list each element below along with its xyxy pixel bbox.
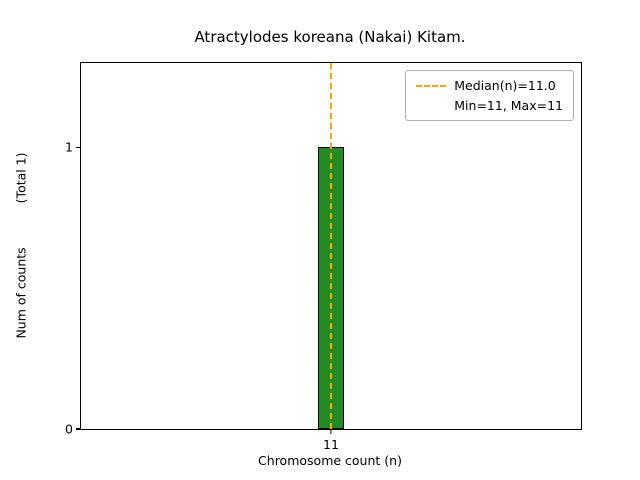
legend: Median(n)=11.0 Min=11, Max=11 <box>405 70 574 121</box>
legend-row-median: Median(n)=11.0 <box>416 78 563 93</box>
y-tick-mark-1 <box>76 147 81 149</box>
x-tick-label-11: 11 <box>323 437 339 452</box>
x-axis-label: Chromosome count (n) <box>258 453 402 468</box>
plot-area: 1 0 11 Median(n)=11.0 Min=11, Max=11 <box>65 62 582 452</box>
chart-title: Atractylodes koreana (Nakai) Kitam. <box>194 28 466 46</box>
legend-label-minmax: Min=11, Max=11 <box>454 98 563 113</box>
y-axis-label-text: Num of counts <box>13 246 29 339</box>
median-line-legend-sample <box>416 84 447 87</box>
legend-label-median: Median(n)=11.0 <box>454 78 556 93</box>
x-tick-mark-11 <box>330 429 332 434</box>
y-axis-label: Num of counts (Total 1) <box>10 62 32 428</box>
y-tick-mark-0 <box>76 428 81 430</box>
y-axis-label-total: (Total 1) <box>13 151 29 203</box>
y-tick-label-0: 0 <box>65 420 73 436</box>
median-line <box>330 63 332 429</box>
y-axis-label-rotated: Num of counts (Total 1) <box>14 152 29 338</box>
legend-handle-spacer <box>416 105 446 107</box>
legend-row-minmax: Min=11, Max=11 <box>416 98 563 113</box>
y-tick-label-1: 1 <box>65 139 73 155</box>
